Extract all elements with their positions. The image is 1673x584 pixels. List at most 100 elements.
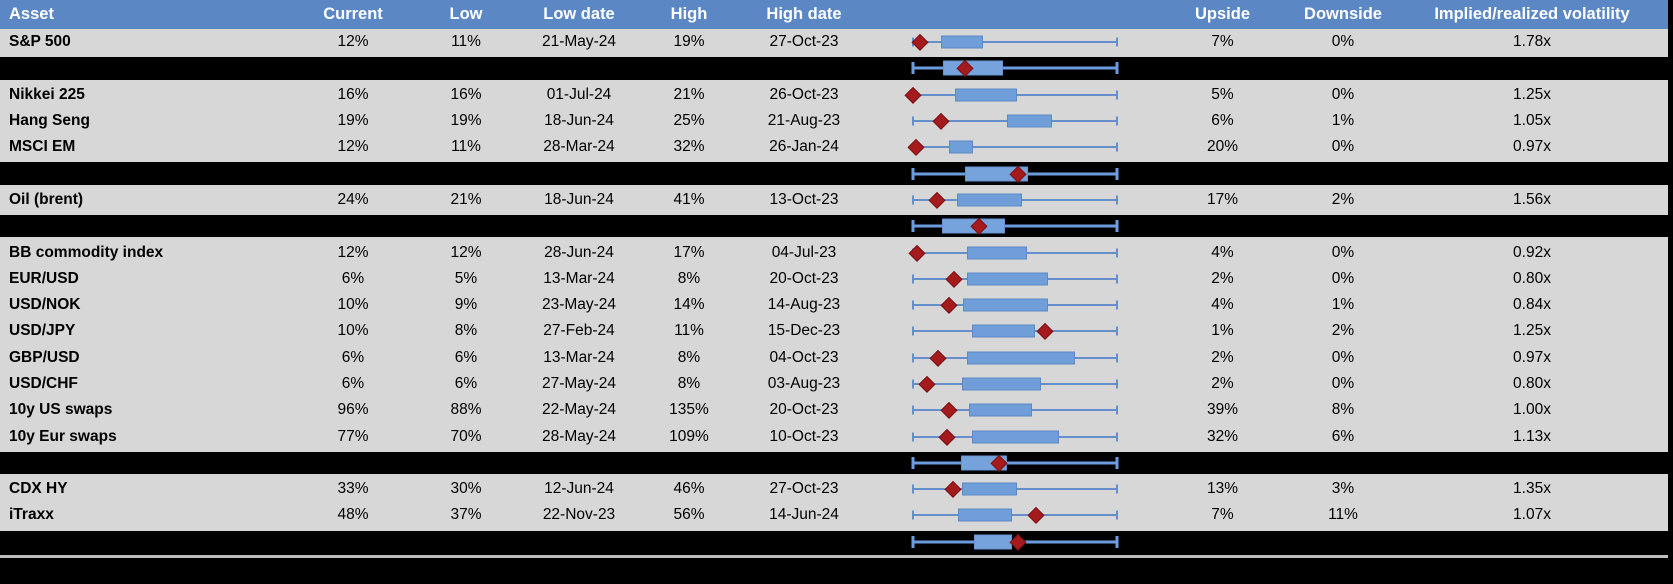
cell-low: 16% — [450, 85, 482, 103]
column-header-low: Low — [449, 5, 483, 23]
separator-band — [0, 57, 1668, 80]
cell-high: 14% — [673, 296, 705, 314]
column-header-high-date: High date — [766, 5, 842, 23]
cell-low-date: 23-May-24 — [541, 296, 617, 314]
whisker-cap-left-icon — [912, 510, 914, 520]
whisker-cap-left-icon — [912, 274, 914, 284]
table-row: USD/CHF 6% 6% 27-May-24 8% 03-Aug-23 2% 0% 0.80x — [0, 370, 1668, 398]
iqr-box — [956, 193, 1023, 207]
separator-band — [0, 215, 1668, 238]
cell-low: 5% — [454, 269, 478, 287]
cell-high-date: 04-Oct-23 — [769, 348, 839, 366]
whisker-cap-right-icon — [1115, 167, 1119, 180]
iqr-box — [961, 482, 1018, 496]
cell-vol: 1.78x — [1513, 33, 1551, 51]
cell-high: 17% — [673, 243, 705, 261]
iqr-box — [966, 246, 1027, 260]
cell-downside: 1% — [1331, 112, 1355, 130]
cell-high: 41% — [673, 190, 705, 208]
iqr-box — [971, 430, 1060, 444]
whisker-cap-left-icon — [911, 62, 915, 75]
cell-current: 12% — [337, 33, 369, 51]
cell-asset: CDX HY — [9, 480, 68, 498]
current-level-diamond-icon — [907, 139, 925, 156]
table-row: Oil (brent) 24% 21% 18-Jun-24 41% 13-Oct-23 17… — [0, 186, 1668, 214]
bottom-black-band — [0, 558, 1673, 584]
cell-downside: 2% — [1331, 190, 1355, 208]
whisker-line — [913, 461, 1117, 465]
cell-high: 56% — [673, 506, 705, 524]
cell-high: 135% — [669, 401, 709, 419]
whisker-cap-right-icon — [1116, 37, 1118, 47]
cell-current: 12% — [337, 243, 369, 261]
whisker-cap-left-icon — [912, 353, 914, 363]
table-row: MSCI EM 12% 11% 28-Mar-24 32% 26-Jan-24 20% 0% 0… — [0, 134, 1668, 161]
cell-low: 37% — [450, 506, 482, 524]
cell-high-date: 13-Oct-23 — [769, 190, 839, 208]
cell-current: 10% — [337, 322, 369, 340]
table-row: USD/JPY 10% 8% 27-Feb-24 11% 15-Dec-23 1% 2% 1.2… — [0, 318, 1668, 345]
cell-low-date: 21-May-24 — [541, 33, 617, 51]
iqr-box — [969, 403, 1032, 417]
whisker-cap-left-icon — [912, 405, 914, 415]
current-level-diamond-icon — [1027, 507, 1045, 524]
table-row: 10y US swaps 96% 88% 22-May-24 135% 20-Oct-23… — [0, 397, 1668, 424]
cell-asset: 10y Eur swaps — [9, 427, 117, 445]
column-header-current: Current — [323, 5, 383, 23]
separator-row — [0, 449, 1668, 477]
cell-asset: USD/JPY — [9, 322, 76, 340]
cell-asset: USD/CHF — [9, 375, 78, 392]
cell-current: 10% — [337, 296, 369, 314]
cell-vol: 0.97x — [1513, 348, 1551, 366]
cell-high: 19% — [673, 33, 705, 51]
whisker-cap-right-icon — [1116, 274, 1118, 284]
whisker-cap-right-icon — [1116, 300, 1118, 310]
volatility-table: Asset Current Low Low date High High dat… — [0, 0, 1668, 559]
whisker-line — [913, 66, 1117, 70]
cell-low: 21% — [450, 190, 482, 208]
cell-high: 109% — [669, 427, 709, 445]
cell-low: 8% — [454, 322, 478, 340]
iqr-box — [966, 272, 1049, 286]
cell-high: 25% — [673, 112, 705, 130]
iqr-box — [966, 351, 1075, 365]
cell-low: 12% — [450, 243, 482, 261]
cell-low: 9% — [454, 296, 478, 314]
cell-high-date: 10-Oct-23 — [769, 427, 839, 445]
cell-high-date: 04-Jul-23 — [771, 243, 837, 261]
cell-high-date: 15-Dec-23 — [767, 322, 841, 340]
whisker-cap-left-icon — [912, 300, 914, 310]
whisker-cap-right-icon — [1115, 220, 1119, 233]
cell-upside: 20% — [1206, 138, 1239, 156]
cell-high: 8% — [677, 348, 701, 366]
cell-low: 11% — [451, 33, 481, 51]
iqr-box — [958, 508, 1012, 522]
cell-upside: 4% — [1211, 296, 1234, 314]
cell-upside: 7% — [1211, 33, 1234, 51]
whisker-line — [913, 224, 1117, 228]
cell-downside: 0% — [1331, 348, 1355, 366]
cell-asset: Oil (brent) — [9, 190, 84, 208]
cell-vol: 1.35x — [1513, 480, 1551, 498]
cell-downside: 0% — [1331, 243, 1355, 261]
cell-downside: 0% — [1331, 33, 1355, 51]
iqr-box — [962, 298, 1049, 312]
cell-low-date: 18-Jun-24 — [544, 112, 614, 130]
separator-band — [0, 162, 1668, 185]
current-level-diamond-icon — [932, 112, 950, 130]
current-level-diamond-icon — [944, 481, 962, 498]
column-header-high: High — [670, 5, 708, 23]
whisker-line — [913, 514, 1117, 517]
cell-current: 77% — [337, 427, 369, 445]
cell-upside: 39% — [1206, 401, 1239, 419]
cell-downside: 8% — [1331, 401, 1355, 419]
separator-row — [0, 213, 1668, 240]
table-header-row: Asset Current Low Low date High High dat… — [0, 0, 1668, 29]
whisker-cap-right-icon — [1116, 405, 1118, 415]
table-row: CDX HY 33% 30% 12-Jun-24 46% 27-Oct-23 13% 3% 1.… — [0, 476, 1668, 503]
cell-current: 19% — [337, 112, 369, 130]
cell-current: 6% — [341, 348, 365, 366]
table-body: S&P 500 12% 11% 21-May-24 19% 27-Oct-23 7% 0% 1.… — [0, 29, 1668, 555]
cell-asset: S&P 500 — [9, 33, 71, 51]
cell-vol: 1.07x — [1513, 506, 1551, 524]
